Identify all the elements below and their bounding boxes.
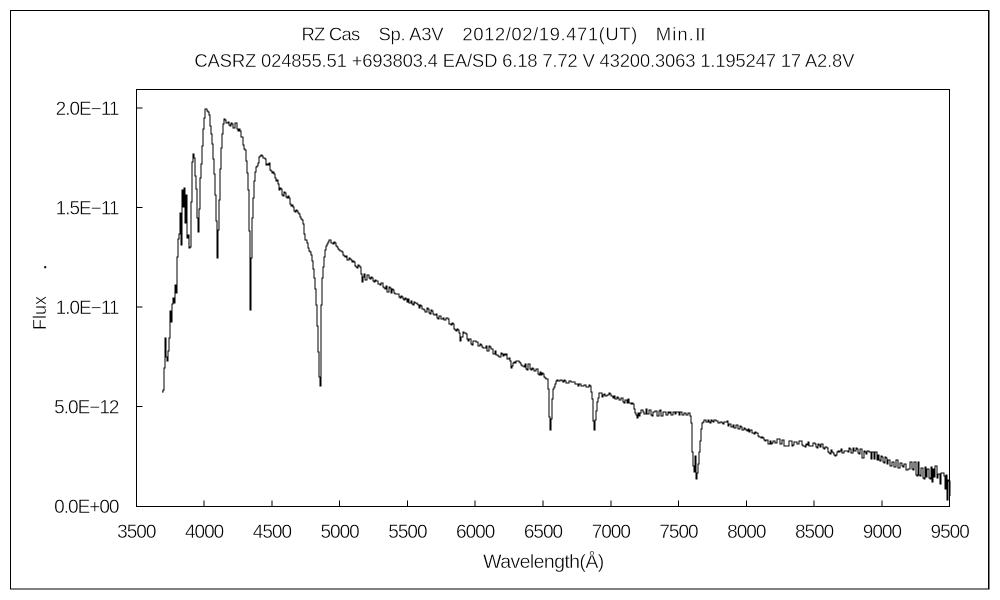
svg-text:9500: 9500	[931, 522, 970, 543]
svg-text:6000: 6000	[456, 522, 495, 543]
svg-text:8500: 8500	[795, 522, 834, 543]
svg-text:1.5E−11: 1.5E−11	[56, 198, 119, 219]
svg-text:2.0E−11: 2.0E−11	[56, 99, 119, 120]
svg-text:Min.II: Min.II	[656, 23, 706, 45]
svg-text:5000: 5000	[320, 522, 359, 543]
svg-text:4500: 4500	[253, 522, 292, 543]
svg-text:Wavelength(Å): Wavelength(Å)	[483, 550, 604, 573]
svg-text:2012/02/19.471(UT): 2012/02/19.471(UT)	[462, 23, 637, 44]
svg-text:4000: 4000	[185, 522, 224, 543]
svg-text:8000: 8000	[727, 522, 766, 543]
svg-text:7000: 7000	[592, 522, 631, 543]
svg-text:5500: 5500	[388, 522, 427, 543]
svg-text:RZ Cas: RZ Cas	[302, 23, 360, 44]
svg-text:7500: 7500	[659, 522, 698, 543]
svg-text:Sp. A3V: Sp. A3V	[379, 23, 445, 44]
svg-text:3500: 3500	[117, 522, 156, 543]
svg-text:9000: 9000	[863, 522, 902, 543]
svg-text:CASRZ 024855.51 +693803.4 EA/S: CASRZ 024855.51 +693803.4 EA/SD 6.18 7.7…	[194, 50, 855, 71]
svg-text:5.0E−12: 5.0E−12	[54, 397, 119, 418]
svg-text:6500: 6500	[524, 522, 563, 543]
svg-text:Flux: Flux	[30, 296, 50, 330]
svg-text:0.0E+00: 0.0E+00	[54, 497, 119, 518]
svg-text:1.0E−11: 1.0E−11	[56, 298, 119, 319]
